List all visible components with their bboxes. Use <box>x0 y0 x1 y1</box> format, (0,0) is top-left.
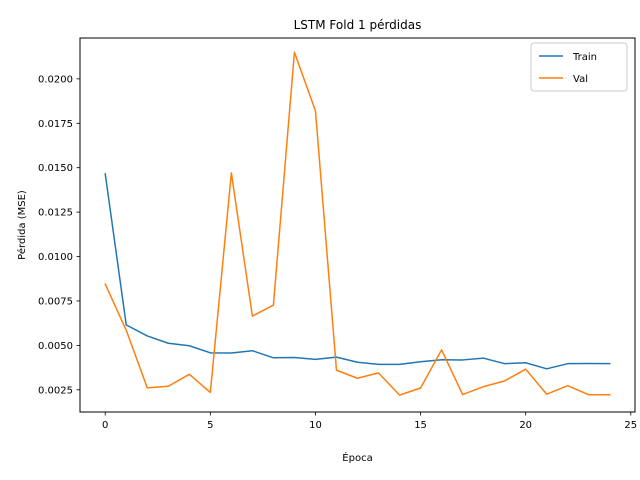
legend-label-val: Val <box>573 74 588 85</box>
series-line-val <box>104 51 611 396</box>
x-axis-ticks: 0 5 10 15 20 25 <box>102 412 637 431</box>
x-tick-label: 20 <box>519 420 532 431</box>
y-tick-label: 0.0150 <box>38 163 73 174</box>
x-tick-label: 15 <box>414 420 427 431</box>
x-tick-label: 10 <box>309 420 322 431</box>
chart-title: LSTM Fold 1 pérdidas <box>294 18 422 32</box>
plot-area <box>80 38 635 412</box>
y-tick-label: 0.0200 <box>38 74 73 85</box>
y-tick-label: 0.0025 <box>38 385 73 396</box>
x-tick-label: 0 <box>102 420 108 431</box>
legend: Train Val <box>530 42 628 92</box>
x-axis-label: Época <box>342 451 372 464</box>
y-tick-label: 0.0125 <box>38 208 73 219</box>
y-tick-label: 0.0100 <box>38 252 73 263</box>
legend-label-train: Train <box>572 52 597 63</box>
y-tick-label: 0.0075 <box>38 296 73 307</box>
plot-frame <box>79 37 636 413</box>
y-tick-label: 0.0050 <box>38 341 73 352</box>
y-axis-label: Pérdida (MSE) <box>16 190 28 260</box>
legend-box <box>530 42 628 92</box>
series-layer <box>104 51 611 396</box>
y-tick-label: 0.0175 <box>38 119 73 130</box>
y-axis-ticks: 0.0025 0.0050 0.0075 0.0100 0.0125 0.0150 0.01… <box>38 74 80 396</box>
x-tick-label: 5 <box>207 420 213 431</box>
x-tick-label: 25 <box>624 420 637 431</box>
series-line-train <box>104 173 611 370</box>
